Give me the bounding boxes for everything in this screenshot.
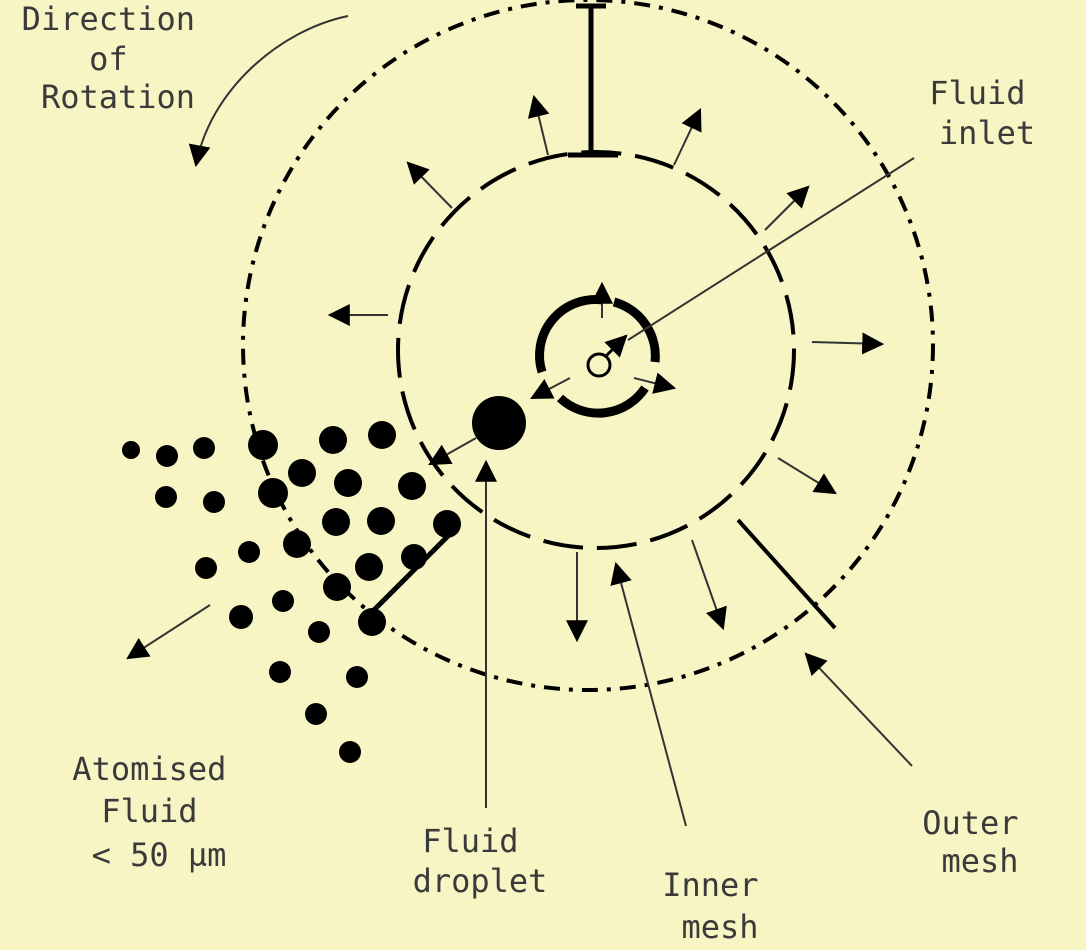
flow-arrow — [691, 539, 727, 631]
label-leaders — [475, 459, 913, 827]
flow-arrow — [126, 604, 211, 660]
fluid-inlet-label: Fluid inlet — [929, 74, 1045, 152]
rotation-direction-arrow — [188, 15, 349, 168]
flow-arrow — [527, 94, 550, 156]
droplet-motion-arrow — [428, 437, 477, 466]
atomised-dot — [358, 608, 386, 636]
hub-center — [586, 352, 612, 378]
atomised-dot — [398, 472, 426, 500]
atomised-dot — [272, 590, 294, 612]
outward-flow-arrows — [126, 94, 885, 660]
inner-mesh-ring — [396, 150, 796, 550]
atomised-dot — [323, 573, 351, 601]
outer-mesh-label: Outer mesh — [922, 804, 1038, 880]
atomised-dot — [258, 478, 288, 508]
inner-mesh-label: Inner mesh — [662, 866, 778, 946]
atomised-dot — [334, 469, 362, 497]
fluid-droplet-label: Fluid droplet — [413, 822, 548, 900]
fluid-droplet — [472, 396, 526, 450]
central-hub — [530, 281, 677, 418]
atomised-dot — [238, 541, 260, 563]
atomised-dot — [248, 430, 278, 460]
atomised-dot — [308, 621, 330, 643]
hub-arc — [535, 295, 604, 374]
outer-mesh-ring — [241, 0, 935, 692]
atomised-dot — [322, 508, 350, 536]
hub-arc — [556, 385, 649, 418]
flow-arrow — [811, 332, 885, 355]
atomised-dot — [346, 666, 368, 688]
atomised-dot — [195, 557, 217, 579]
atomised-dot — [283, 530, 311, 558]
atomised-dot — [305, 703, 327, 725]
radial-spacer-lower-left — [370, 532, 452, 614]
hub-arc — [612, 297, 660, 363]
flow-arrow — [777, 457, 837, 495]
outer-mesh-leader — [804, 652, 913, 767]
atomised-dot — [193, 437, 215, 459]
atomised-dot — [355, 553, 383, 581]
atomised-dot — [401, 544, 427, 570]
direction-of-rotation-label: Direction of Rotation — [22, 0, 215, 116]
fluid-inlet-leader — [627, 157, 915, 341]
inner-mesh-leader — [610, 561, 687, 827]
atomised-dot — [319, 426, 347, 454]
atomised-fluid-label: Atomised Fluid < 50 µm — [72, 750, 245, 874]
flow-arrow — [406, 161, 453, 209]
atomised-dot — [367, 507, 395, 535]
atomised-dot — [229, 605, 253, 629]
atomised-droplets — [122, 421, 461, 763]
atomised-dot — [368, 421, 396, 449]
atomised-dot — [433, 510, 461, 538]
atomised-dot — [288, 459, 316, 487]
radial-spacer-top — [568, 3, 618, 158]
atomised-dot — [339, 741, 361, 763]
atomised-dot — [156, 445, 178, 467]
atomised-dot — [155, 486, 177, 508]
atomised-dot — [269, 661, 291, 683]
atomised-dot — [122, 441, 140, 459]
radial-spacer-lower-right — [736, 518, 837, 630]
flow-arrow — [673, 108, 702, 166]
atomised-dot — [203, 491, 225, 513]
flow-arrow — [764, 185, 810, 231]
